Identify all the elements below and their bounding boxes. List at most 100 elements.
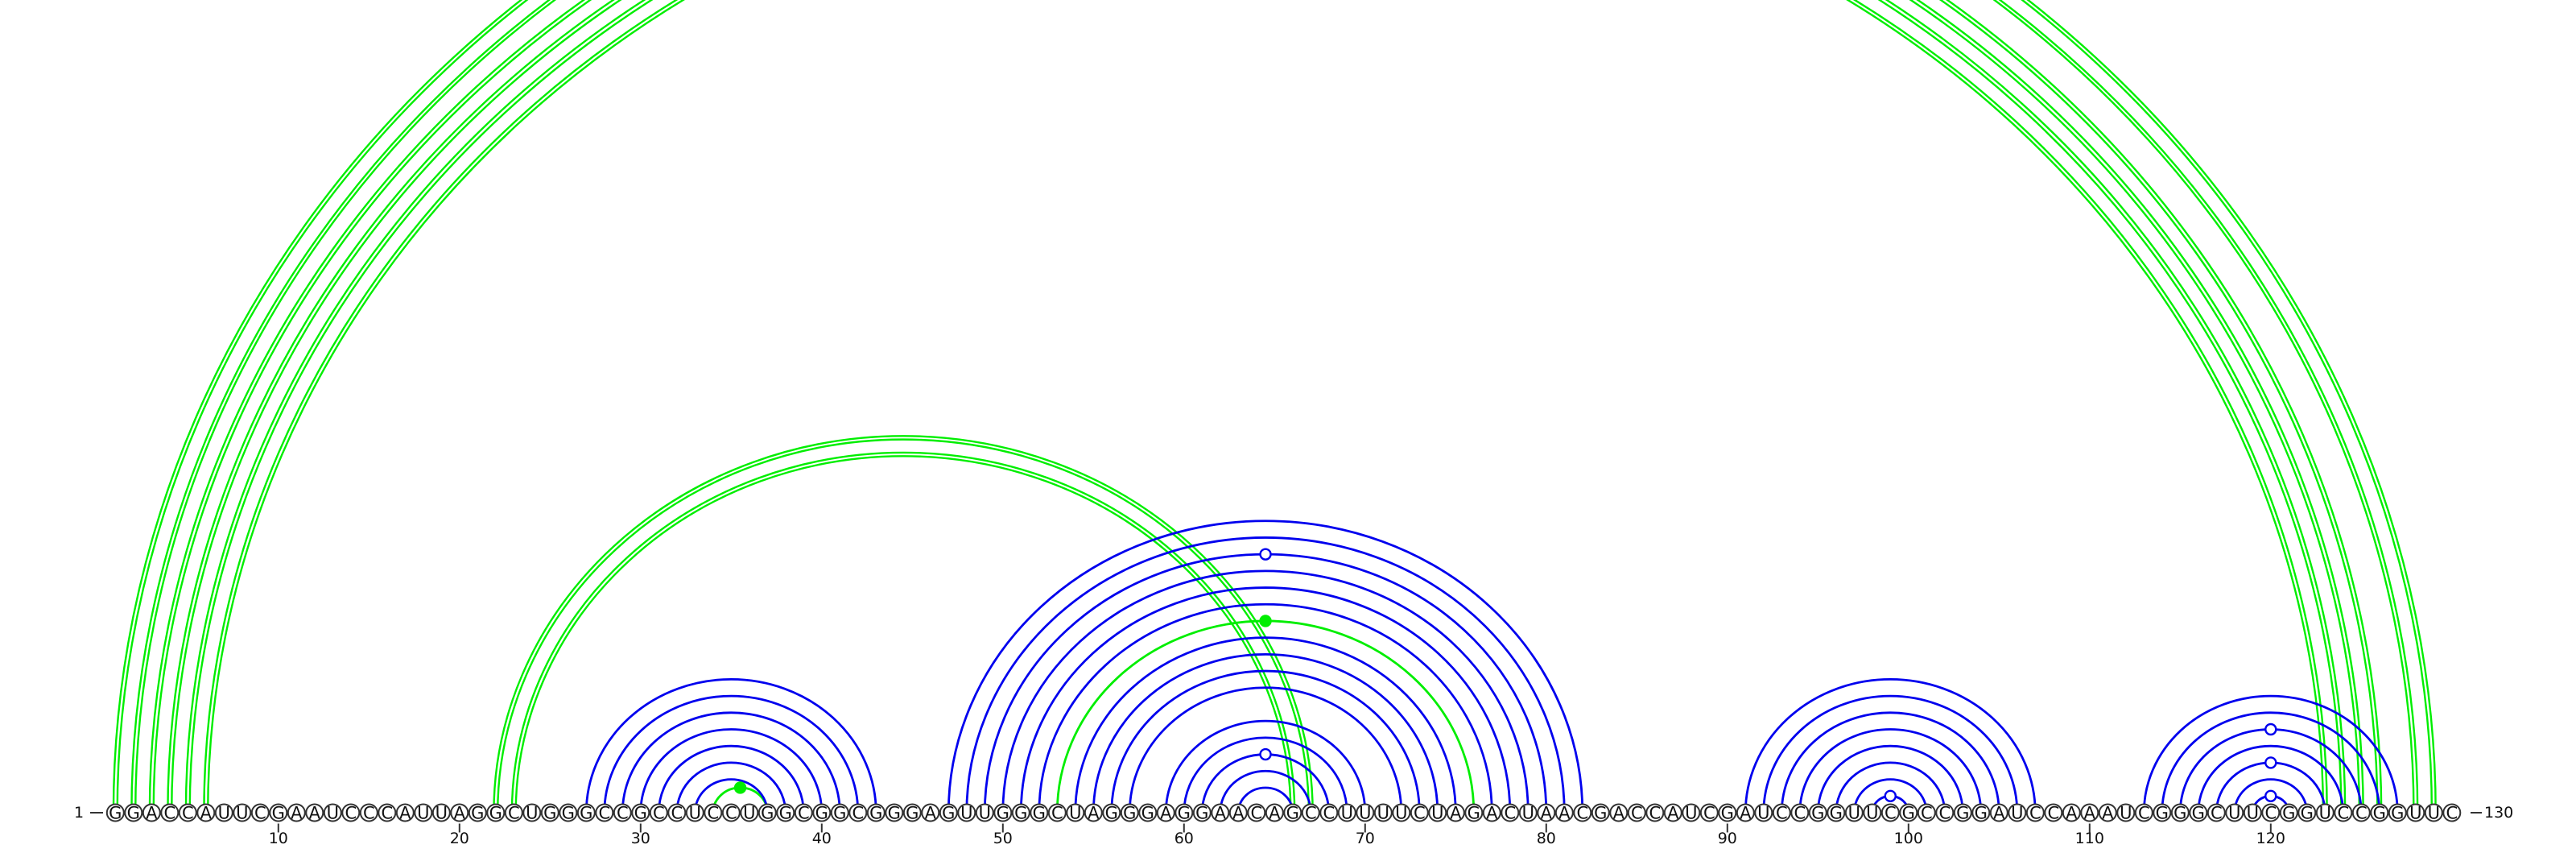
arc-blue-118-122 bbox=[2233, 778, 2309, 814]
arc-blue-95-103 bbox=[1816, 744, 1964, 814]
nucleotide-44: G bbox=[885, 803, 904, 823]
nucleotide-21: G bbox=[468, 803, 487, 823]
nucleotide-circle bbox=[287, 803, 306, 822]
nucleotide-circle bbox=[1989, 803, 2008, 822]
nucleotide-letter: C bbox=[707, 804, 719, 823]
nucleotide-circle bbox=[613, 803, 632, 822]
arc-green-22-67-strand-1 bbox=[493, 434, 1314, 814]
nucleotide-circle bbox=[2370, 803, 2389, 822]
arc-blue-116-124 bbox=[2197, 744, 2345, 814]
nucleotide-letter: U bbox=[1848, 804, 1860, 823]
nucleotide-circle bbox=[1047, 803, 1067, 822]
nucleotide-circle bbox=[142, 803, 161, 822]
arc-green-6-123-strand-2 bbox=[207, 0, 2325, 814]
nucleotide-letter: G bbox=[1195, 804, 1208, 823]
nucleotide-12: A bbox=[305, 803, 324, 823]
arc-green-53-76 bbox=[1055, 619, 1476, 814]
nucleotide-circle bbox=[667, 803, 687, 822]
nucleotide-25: G bbox=[540, 803, 559, 823]
nucleotide-circle bbox=[1682, 803, 1701, 822]
nucleotide-106: U bbox=[2008, 803, 2027, 823]
nucleotide-circle bbox=[305, 803, 324, 822]
nucleotide-104: G bbox=[1971, 803, 1991, 823]
nucleotide-letter: C bbox=[1414, 804, 1426, 823]
nucleotide-84: A bbox=[1609, 803, 1629, 823]
nucleotide-circle bbox=[1392, 803, 1411, 822]
nucleotide-letter: C bbox=[508, 804, 520, 823]
nucleotide-36: U bbox=[740, 803, 759, 823]
nucleotide-46: A bbox=[921, 803, 940, 823]
nucleotide-120: C bbox=[2261, 803, 2281, 823]
nucleotide-16: C bbox=[378, 803, 397, 823]
arc-blue-28-42 bbox=[603, 694, 860, 814]
nucleotide-45: G bbox=[902, 803, 922, 823]
nucleotide-circle bbox=[649, 803, 668, 822]
nucleotide-letter: G bbox=[2301, 804, 2314, 823]
nucleotide-circle bbox=[1066, 803, 1085, 822]
nucleotide-letter: U bbox=[417, 804, 429, 823]
nucleotide-letter: U bbox=[2319, 804, 2331, 823]
nucleotide-circle bbox=[2116, 803, 2136, 822]
nucleotide-letter: C bbox=[2029, 804, 2041, 823]
nucleotide-letter: C bbox=[1794, 804, 1806, 823]
nucleotide-107: C bbox=[2025, 803, 2045, 823]
nucleotide-circle bbox=[1736, 803, 1755, 822]
nucleotide-34: C bbox=[704, 803, 723, 823]
arc-green-4-125-strand-2 bbox=[171, 0, 2361, 814]
nucleotide-41: G bbox=[830, 803, 849, 823]
nucleotide-letter: C bbox=[1250, 804, 1262, 823]
nucleotide-35: C bbox=[721, 803, 741, 823]
nucleotide-circle bbox=[105, 803, 125, 822]
nucleotide-circle bbox=[902, 803, 922, 822]
arc-green-23-66-strand-1 bbox=[510, 451, 1296, 814]
nucleotide-51: G bbox=[1011, 803, 1030, 823]
nucleotide-49: U bbox=[975, 803, 994, 823]
nucleotide-62: A bbox=[1211, 803, 1230, 823]
arcs-layer bbox=[112, 0, 2437, 814]
nucleotide-103: G bbox=[1953, 803, 1972, 823]
arc-blue-94-104 bbox=[1798, 728, 1983, 814]
end-label: 130 bbox=[2484, 804, 2513, 822]
nucleotide-letter: U bbox=[979, 804, 991, 823]
nucleotide-letter: G bbox=[543, 804, 556, 823]
nucleotide-letter: A bbox=[1450, 804, 1462, 823]
nucleotide-letter: G bbox=[1105, 804, 1118, 823]
nucleotide-124: C bbox=[2334, 803, 2353, 823]
nucleotide-circle bbox=[2062, 803, 2081, 822]
tick-label-40: 40 bbox=[812, 830, 832, 847]
nucleotide-circle bbox=[1754, 803, 1773, 822]
nucleotide-letter: G bbox=[580, 804, 592, 823]
nucleotide-letter: C bbox=[363, 804, 375, 823]
nucleotide-letter: A bbox=[2084, 804, 2096, 823]
arc-green-2-128-strand-1 bbox=[130, 0, 2419, 814]
nucleotide-55: A bbox=[1084, 803, 1103, 823]
nucleotide-circle bbox=[1211, 803, 1230, 822]
nucleotide-32: C bbox=[667, 803, 687, 823]
nucleotide-circle bbox=[1301, 803, 1320, 822]
nucleotide-circle bbox=[2351, 803, 2371, 822]
arc-green-5-124-strand-1 bbox=[184, 0, 2347, 814]
nucleotide-letter: A bbox=[1160, 804, 1172, 823]
nucleotide-letter: G bbox=[634, 804, 647, 823]
arc-blue-63-66 bbox=[1236, 786, 1294, 814]
nucleotide-24: U bbox=[522, 803, 542, 823]
nucleotide-119: U bbox=[2243, 803, 2262, 823]
nucleotide-105: A bbox=[1989, 803, 2008, 823]
nucleotide-letter: G bbox=[489, 804, 502, 823]
nucleotide-circle bbox=[957, 803, 976, 822]
nucleotide-circle bbox=[1247, 803, 1266, 822]
nucleotide-circle bbox=[1844, 803, 1864, 822]
nucleotide-circle bbox=[1102, 803, 1121, 822]
tick-label-20: 20 bbox=[450, 830, 469, 847]
nucleotide-118: U bbox=[2225, 803, 2244, 823]
nucleotide-letter: G bbox=[2156, 804, 2169, 823]
nucleotide-letter: G bbox=[471, 804, 484, 823]
marker-open-49-80 bbox=[1259, 548, 1272, 561]
nucleotide-letter: G bbox=[1811, 804, 1824, 823]
nucleotide-letter: C bbox=[2446, 804, 2458, 823]
nucleotide-4: C bbox=[160, 803, 180, 823]
nucleotide-letter: C bbox=[254, 804, 266, 823]
nucleotide-letter: C bbox=[2337, 804, 2349, 823]
nucleotide-circle bbox=[1283, 803, 1302, 822]
nucleotide-letter: U bbox=[2247, 804, 2259, 823]
